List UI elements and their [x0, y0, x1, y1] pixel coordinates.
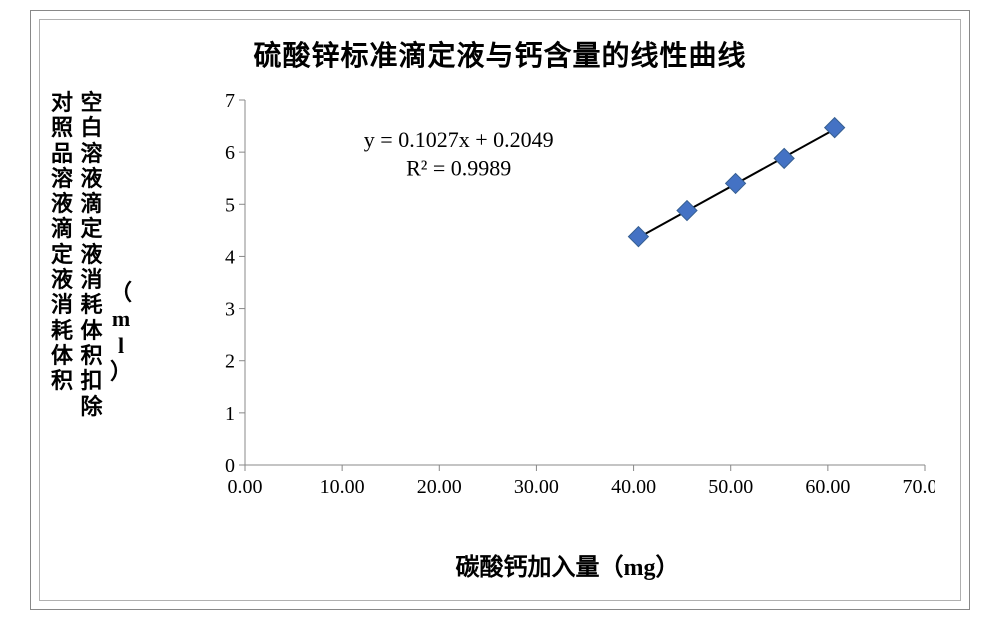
- svg-text:R² = 0.9989: R² = 0.9989: [406, 156, 511, 181]
- y-axis-unit: （ml）: [110, 280, 132, 386]
- svg-text:3: 3: [225, 299, 235, 321]
- svg-text:6: 6: [225, 142, 235, 164]
- svg-text:10.00: 10.00: [320, 476, 365, 498]
- svg-text:0.00: 0.00: [228, 476, 263, 498]
- svg-text:70.00: 70.00: [903, 476, 936, 498]
- chart-inner-frame: 硫酸锌标准滴定液与钙含量的线性曲线 对照品溶液滴定液消耗体积 空白溶液滴定液消耗…: [39, 19, 961, 601]
- svg-text:1: 1: [225, 403, 235, 425]
- y-axis-label: 对照品溶液滴定液消耗体积 空白溶液滴定液消耗体积扣除: [50, 90, 110, 419]
- svg-text:60.00: 60.00: [805, 476, 850, 498]
- svg-text:30.00: 30.00: [514, 476, 559, 498]
- svg-text:y = 0.1027x + 0.2049: y = 0.1027x + 0.2049: [364, 127, 554, 152]
- svg-text:4: 4: [225, 246, 235, 268]
- svg-text:7: 7: [225, 90, 235, 112]
- chart-svg: 012345670.0010.0020.0030.0040.0050.0060.…: [200, 90, 935, 510]
- svg-text:0: 0: [225, 455, 235, 477]
- chart-outer-frame: 硫酸锌标准滴定液与钙含量的线性曲线 对照品溶液滴定液消耗体积 空白溶液滴定液消耗…: [30, 10, 970, 610]
- chart-title: 硫酸锌标准滴定液与钙含量的线性曲线: [40, 20, 960, 74]
- svg-text:5: 5: [225, 194, 235, 216]
- plot-area: 012345670.0010.0020.0030.0040.0050.0060.…: [200, 90, 935, 510]
- svg-text:20.00: 20.00: [417, 476, 462, 498]
- svg-text:2: 2: [225, 351, 235, 373]
- svg-text:50.00: 50.00: [708, 476, 753, 498]
- x-axis-label: 碳酸钙加入量（mg）: [200, 547, 935, 582]
- svg-text:40.00: 40.00: [611, 476, 656, 498]
